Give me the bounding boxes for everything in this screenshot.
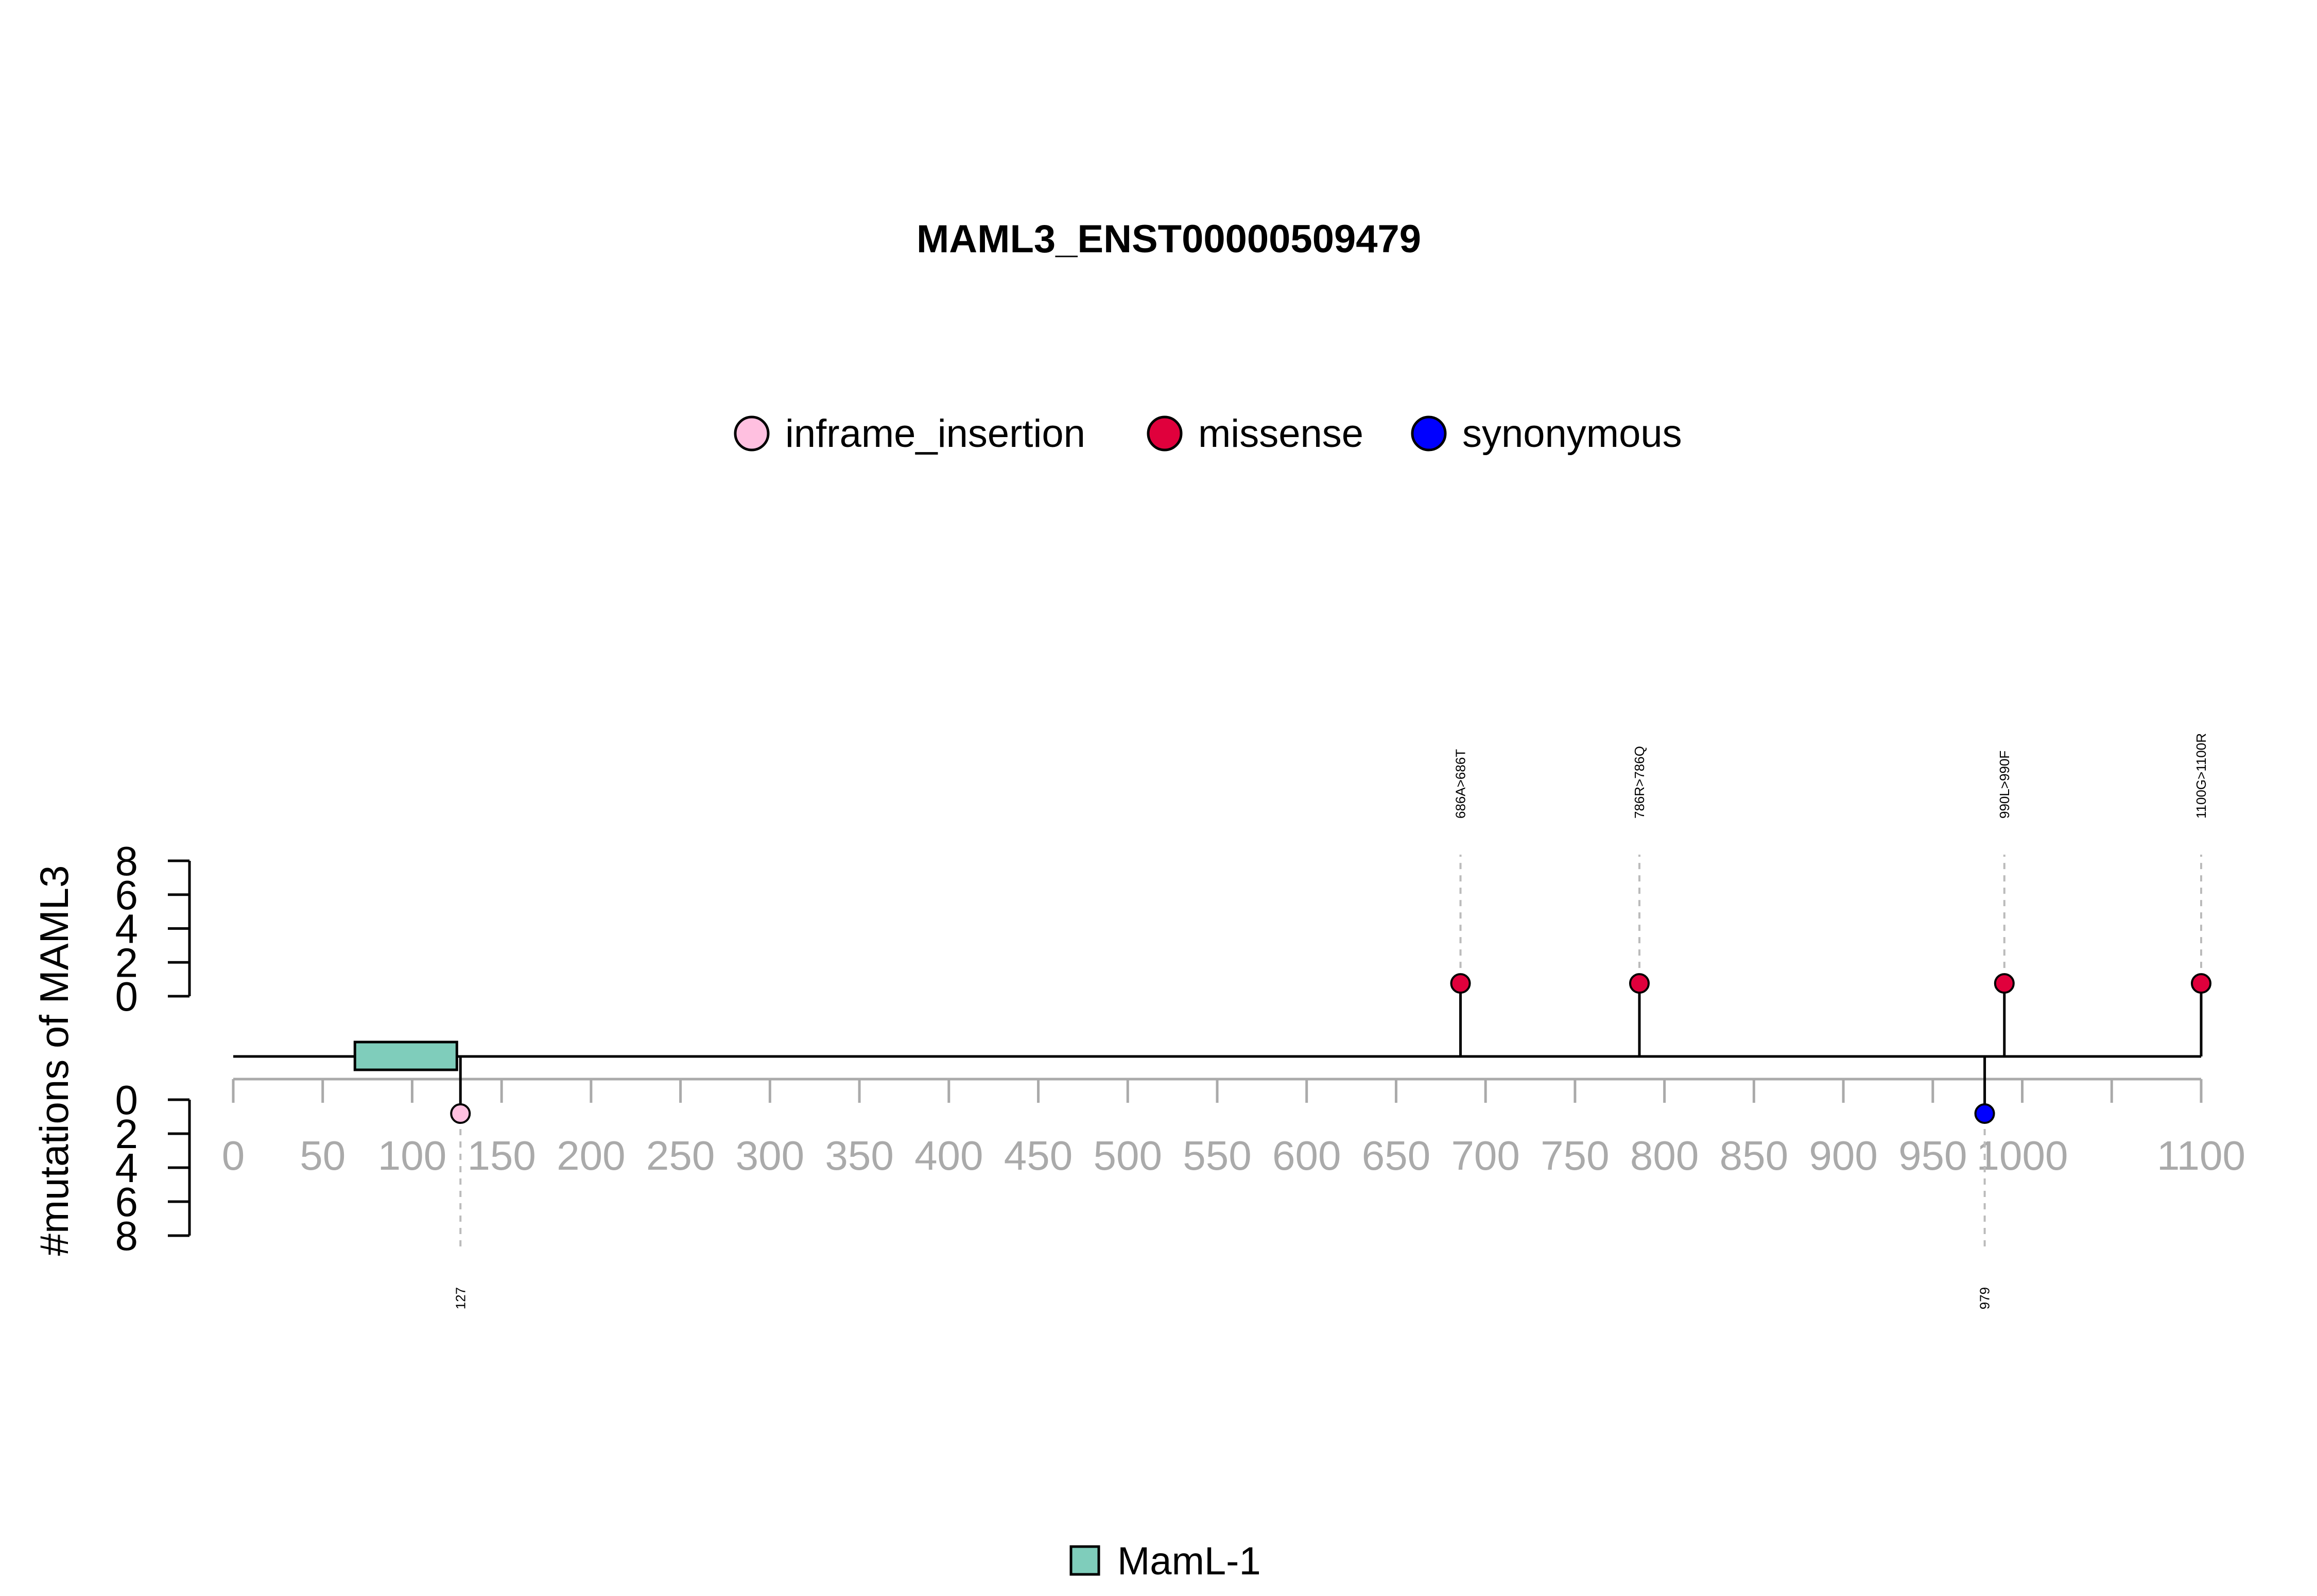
- legend-marker-missense: [1147, 415, 1183, 452]
- mutation-label: 127: [453, 1287, 468, 1309]
- mutation-lollipops: 686A>686T 786R>786Q 990L>990F 1100G>1100R 12…: [450, 733, 2211, 1309]
- x-tick-label: 300: [736, 1133, 804, 1178]
- y-tick-label: 8: [115, 838, 139, 884]
- y-tick-label: 4: [115, 1145, 139, 1191]
- mutation-label: 686A>686T: [1453, 749, 1468, 819]
- mutation-point-synonymous: [1974, 1103, 1995, 1124]
- mutation-label: 979: [1977, 1287, 1993, 1309]
- mutation-point-missense: [2191, 973, 2211, 994]
- mutation-point-missense: [1994, 973, 2015, 994]
- y-tick-label: 0: [115, 974, 139, 1019]
- x-tick-label: 100: [378, 1133, 446, 1178]
- legend-label-synonymous: synonymous: [1462, 412, 1682, 456]
- x-tick-label: 950: [1898, 1133, 1967, 1178]
- x-tick-label: 400: [914, 1133, 983, 1178]
- x-axis: 0 50 100 150 200 250 300 350 400 450 500 550 600 650 7…: [222, 1078, 2245, 1178]
- legend-label-missense: missense: [1198, 412, 1363, 456]
- x-tick-label: 900: [1809, 1133, 1877, 1178]
- domain-legend-label: MamL-1: [1117, 1539, 1261, 1583]
- y-axis-label: #mutations of MAML3: [31, 865, 77, 1256]
- legend-marker-synonymous: [1411, 415, 1447, 452]
- x-tick-label: 350: [825, 1133, 893, 1178]
- x-tick-label: 550: [1183, 1133, 1251, 1178]
- mutation-type-legend: inframe_insertion missense synonymous: [734, 412, 1682, 456]
- legend-marker-inframe_insertion: [734, 415, 770, 452]
- x-tick-label: 650: [1362, 1133, 1430, 1178]
- x-tick-label: 150: [467, 1133, 535, 1178]
- x-tick-label: 850: [1720, 1133, 1788, 1178]
- mutation-label: 786R>786Q: [1632, 746, 1647, 819]
- chart-title: MAML3_ENST00000509479: [917, 217, 1421, 261]
- domains: [353, 1040, 458, 1071]
- domain-MamL-1: [353, 1040, 458, 1071]
- x-tick-label: 600: [1272, 1133, 1341, 1178]
- y-tick-label: 4: [115, 906, 139, 952]
- y-tick-label: 6: [115, 872, 139, 918]
- x-tick-label: 500: [1094, 1133, 1162, 1178]
- x-tick-label: 1000: [1977, 1133, 2068, 1178]
- mutation-label: 990L>990F: [1997, 751, 2012, 819]
- mutation-point-missense: [1629, 973, 1650, 994]
- y-tick-label: 2: [115, 940, 139, 985]
- mutation-label: 1100G>1100R: [2193, 733, 2209, 819]
- x-tick-label: 800: [1630, 1133, 1699, 1178]
- mutation-point-inframe_insertion: [450, 1103, 471, 1124]
- x-tick-label: 0: [222, 1133, 245, 1178]
- domain-legend-swatch: [1069, 1545, 1100, 1576]
- x-tick-label: 750: [1541, 1133, 1609, 1178]
- y-tick-label: 2: [115, 1111, 139, 1157]
- y-tick-label: 0: [115, 1077, 139, 1123]
- x-tick-label: 50: [300, 1133, 345, 1178]
- legend-label-inframe_insertion: inframe_insertion: [785, 412, 1085, 456]
- x-tick-label: 450: [1004, 1133, 1073, 1178]
- x-tick-label: 1100: [2157, 1133, 2245, 1178]
- x-tick-label: 700: [1451, 1133, 1519, 1178]
- x-tick-label: 200: [557, 1133, 625, 1178]
- mutation-point-missense: [1450, 973, 1471, 994]
- domain-legend: MamL-1: [1069, 1539, 1261, 1583]
- y-tick-label: 8: [115, 1213, 139, 1259]
- x-tick-label: 250: [646, 1133, 715, 1178]
- y-tick-label: 6: [115, 1179, 139, 1225]
